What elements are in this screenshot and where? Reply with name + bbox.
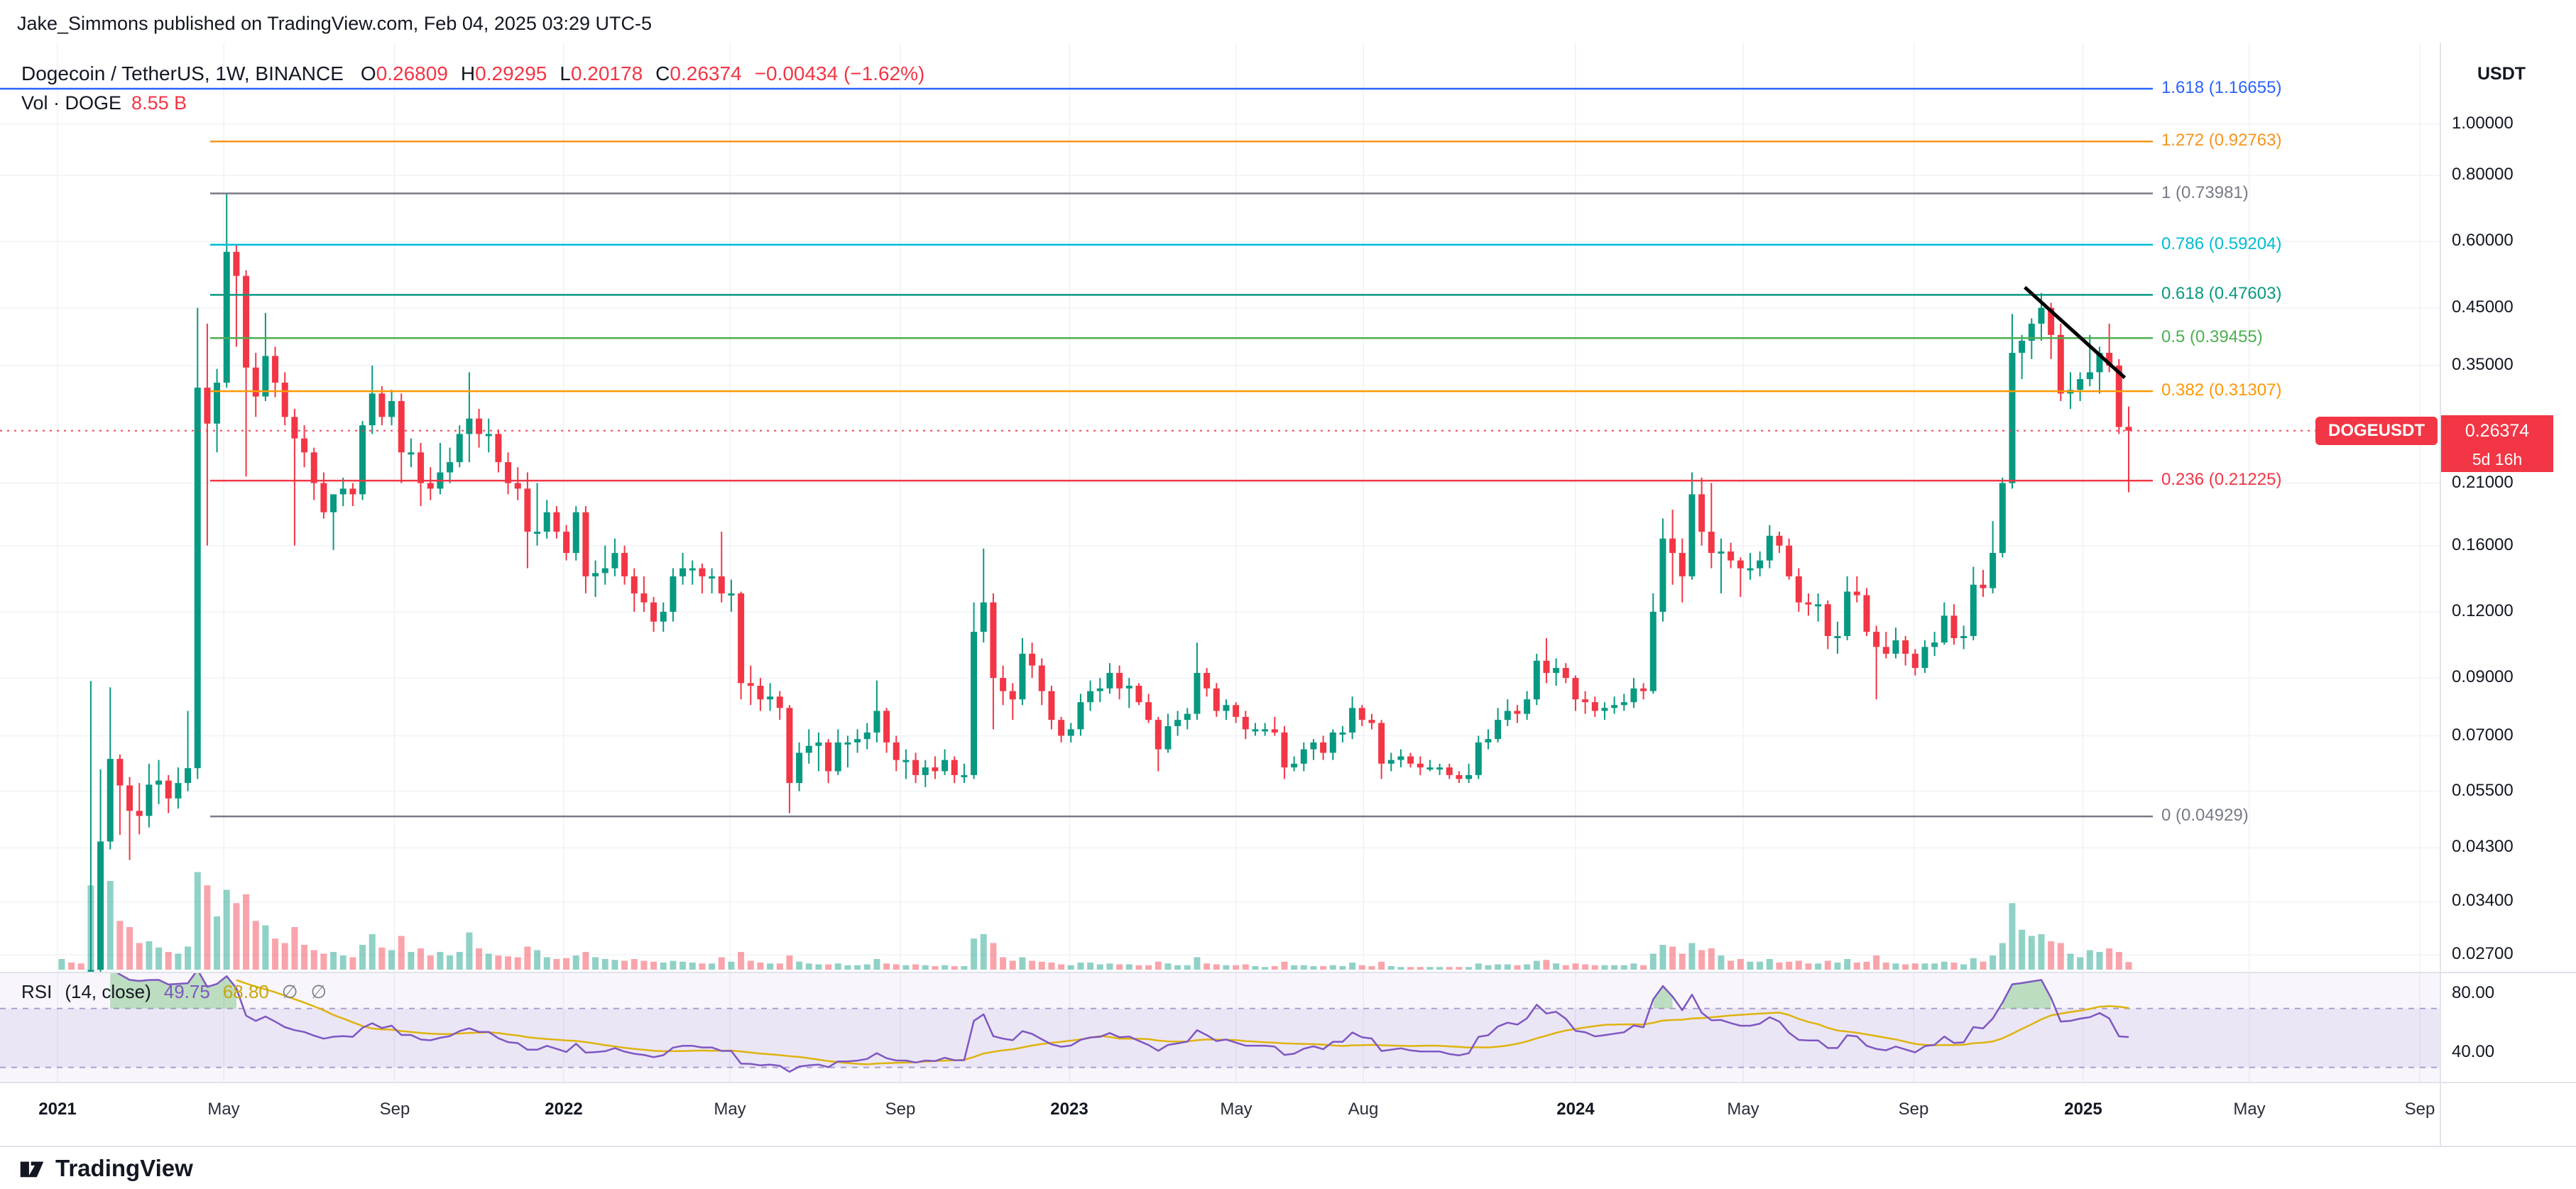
fib-level-label: 0.5 (0.39455) — [2161, 327, 2263, 346]
time-axis-year-label: 2022 — [545, 1100, 583, 1119]
ohlc-pair: C0.26374 — [655, 62, 741, 84]
time-axis-month-label: May — [1727, 1100, 1759, 1119]
bar-countdown-badge: 5d 16h — [2441, 446, 2553, 472]
price-axis-currency: USDT — [2477, 64, 2526, 84]
price-axis-label: 0.80000 — [2452, 165, 2514, 184]
candles-layer[interactable] — [58, 193, 2132, 1189]
ohlc-key: H — [460, 62, 476, 84]
fib-level-label: 0 (0.04929) — [2161, 806, 2249, 825]
fib-level-label: 0.618 (0.47603) — [2161, 284, 2282, 303]
price-axis-label: 0.03400 — [2452, 891, 2514, 910]
footer-bar: TradingView — [0, 1148, 2576, 1189]
ohlc-pair: L0.20178 — [560, 62, 643, 84]
ohlc-pair: H0.29295 — [461, 62, 547, 84]
time-axis-month-label: May — [714, 1100, 746, 1119]
fib-level-label: 1 (0.73981) — [2161, 183, 2249, 202]
rsi-params: (14, close) — [65, 981, 151, 1002]
rsi-legend: RSI (14, close) 49.75 68.80 ∅ ∅ — [21, 981, 327, 1003]
change-value: −0.00434 (−1.62%) — [754, 62, 925, 84]
time-axis-month-label: Sep — [2404, 1100, 2435, 1119]
price-axis-label: 1.00000 — [2452, 114, 2514, 133]
rsi-value: 49.75 — [163, 981, 210, 1002]
time-axis-month-label: May — [2233, 1100, 2266, 1119]
grid-layer — [0, 43, 2440, 1083]
time-axis-year-label: 2025 — [2064, 1100, 2102, 1119]
rsi-empty-value-icon: ∅ — [281, 981, 298, 1002]
price-axis-label: 0.04300 — [2452, 837, 2514, 856]
time-axis-month-label: Sep — [379, 1100, 410, 1119]
symbol-title[interactable]: Dogecoin / TetherUS, 1W, BINANCE — [21, 62, 344, 84]
rsi-ma-value: 68.80 — [222, 981, 269, 1002]
fib-level-label: 0.786 (0.59204) — [2161, 234, 2282, 253]
attribution-bar: Jake_Simmons published on TradingView.co… — [17, 13, 652, 35]
ohlc-values: O0.26809 H0.29295 L0.20178 C0.26374 — [361, 62, 755, 85]
fib-level-label: 0.236 (0.21225) — [2161, 470, 2282, 489]
symbol-price-label: DOGEUSDT — [2315, 417, 2438, 445]
time-axis-month-label: Sep — [885, 1100, 916, 1119]
trendline[interactable] — [2024, 285, 2127, 380]
fib-level-label: 0.382 (0.31307) — [2161, 380, 2282, 400]
price-axis-label: 0.60000 — [2452, 231, 2514, 250]
attribution-text: Jake_Simmons published on TradingView.co… — [17, 13, 653, 34]
time-axis-month-label: May — [1220, 1100, 1252, 1119]
fib-level-label: 1.272 (0.92763) — [2161, 131, 2282, 150]
price-axis-label: 0.16000 — [2452, 535, 2514, 554]
chart-legend: Dogecoin / TetherUS, 1W, BINANCE O0.2680… — [21, 62, 924, 85]
ohlc-value: 0.26374 — [670, 62, 742, 84]
rsi-layer[interactable] — [0, 968, 2440, 1082]
ohlc-value: 0.29295 — [475, 62, 547, 84]
time-axis-month-label: Aug — [1348, 1100, 1379, 1119]
price-axis-label: 0.02700 — [2452, 944, 2514, 963]
ohlc-key: O — [360, 62, 376, 84]
fib-retracement-layer[interactable] — [0, 87, 2153, 818]
tradingview-brand[interactable]: TradingView — [55, 1155, 193, 1181]
rsi-empty-value-icon: ∅ — [310, 981, 327, 1002]
time-axis-year-label: 2024 — [1556, 1100, 1595, 1119]
volume-legend: Vol · DOGE 8.55 B — [21, 92, 187, 114]
ohlc-value: 0.26809 — [376, 62, 448, 84]
ohlc-key: C — [655, 62, 670, 84]
price-axis-label: 0.09000 — [2452, 667, 2514, 686]
price-axis-label: 0.12000 — [2452, 601, 2514, 620]
price-axis-label: 0.07000 — [2452, 725, 2514, 745]
ohlc-pair: O0.26809 — [361, 62, 448, 84]
price-axis-label: 0.45000 — [2452, 297, 2514, 317]
time-axis-month-label: May — [207, 1100, 240, 1119]
last-price-value: 0.26374 — [2465, 420, 2530, 441]
price-axis[interactable]: USDT 0.26374 5d 16h 1.00000 0.80000 0.6000… — [2440, 43, 2576, 1146]
ohlc-key: L — [560, 62, 571, 84]
last-price-badge: 0.26374 — [2441, 415, 2553, 446]
price-axis-label: 0.05500 — [2452, 781, 2514, 800]
time-axis-year-label: 2021 — [38, 1100, 77, 1119]
rsi-axis-label: 40.00 — [2452, 1042, 2495, 1061]
tradingview-logo-icon[interactable] — [18, 1155, 45, 1182]
price-axis-label: 0.35000 — [2452, 355, 2514, 374]
volume-label[interactable]: Vol · DOGE — [21, 92, 122, 114]
rsi-axis-label: 80.00 — [2452, 983, 2495, 1002]
time-axis[interactable]: 2021 May Sep 2022 May Sep 2023 May Aug 2024 May Sep… — [0, 1083, 2440, 1146]
time-axis-month-label: Sep — [1898, 1100, 1929, 1119]
volume-value: 8.55 B — [131, 92, 187, 114]
time-axis-year-label: 2023 — [1050, 1100, 1088, 1119]
ohlc-value: 0.20178 — [570, 62, 643, 84]
rsi-title[interactable]: RSI — [21, 981, 53, 1002]
fib-level-label: 1.618 (1.16655) — [2161, 78, 2282, 97]
price-axis-label: 0.21000 — [2452, 473, 2514, 492]
